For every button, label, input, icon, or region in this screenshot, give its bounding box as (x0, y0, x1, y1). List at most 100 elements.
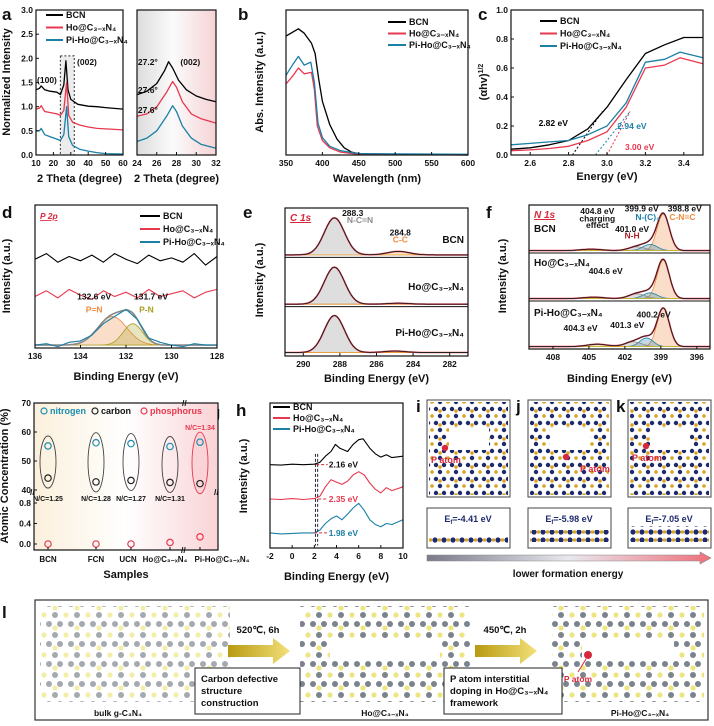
annotation: (002) (77, 57, 97, 67)
y-axis-label-superscript: 1/2 (478, 64, 485, 74)
x-tick-label: 405 (582, 352, 596, 362)
p-atom-marker (562, 453, 570, 461)
series-line-ho-c-n (510, 57, 704, 152)
legend-entry: BCN (293, 402, 313, 412)
y-axis-label: Intensity (a.u.) (497, 238, 509, 313)
annotation: P=N (86, 304, 103, 314)
panel-label-i: i (416, 397, 421, 416)
lattice-side-view (630, 526, 709, 542)
energy-symbol: E (545, 514, 551, 524)
process-description-line: P atom interstitial (450, 674, 530, 685)
series-line-ho-c-n (269, 471, 404, 501)
x-tick-label: 30 (66, 158, 76, 168)
legend-marker (140, 407, 148, 415)
series-fit-ho-c-n (529, 258, 710, 300)
y-tick-label: 1.0 (21, 102, 33, 112)
energy-symbol: E (444, 514, 450, 524)
formation-energy: Ef=-5.98 eV (545, 514, 592, 526)
p-atom-marker (642, 442, 650, 450)
annotation: 27.6° (138, 105, 159, 115)
series-line-pi-ho-c-n (34, 308, 217, 348)
x-tick-label: 8 (378, 551, 383, 561)
y-tick-label: 0.0 (496, 150, 508, 160)
x-tick-label: 10 (398, 551, 408, 561)
process-arrow (475, 638, 537, 664)
annotation: 399.9 eV (625, 203, 659, 213)
x-tick-label: 6 (356, 551, 361, 561)
spectrum-region-title: N 1s (534, 210, 556, 221)
x-tick-label: 130 (164, 351, 178, 361)
x-tick-label: 24 (132, 158, 142, 168)
series-line-ho-c-n (34, 288, 218, 300)
x-tick-label: 400 (315, 158, 329, 168)
panel-label-j: j (515, 397, 521, 416)
series-line-bcn (510, 36, 703, 150)
series-fit-bcn (285, 217, 468, 256)
x-tick-label: 32 (211, 158, 221, 168)
series-line-pi-ho-c-n (510, 51, 704, 146)
p-atom-pointer (577, 658, 587, 673)
annotation: 404.8 eV (580, 206, 614, 216)
energy-value: =-5.98 eV (553, 514, 592, 524)
annotation: 401.0 eV (615, 224, 649, 234)
annotation: 404.3 eV (564, 323, 598, 333)
defect-region (330, 640, 440, 658)
defect-region (582, 640, 674, 658)
series-fit-pi-ho-c-n (529, 307, 710, 348)
point-carbon (166, 478, 174, 487)
x-axis-label: 2 Theta (degree) (134, 173, 219, 185)
y-tick-label: 0.8 (496, 34, 508, 44)
annotation: charging (579, 213, 615, 223)
x-axis-label: Binding Energy (eV) (324, 373, 429, 385)
background-gradient (137, 10, 216, 155)
structure-label: Ho@C₃₋ₓN₄ (361, 708, 408, 718)
legend-entry: Ho@C₃₋ₓN₄ (560, 29, 610, 39)
series-data-bcn (285, 217, 468, 256)
series-line-ho-c-n (35, 81, 124, 131)
pair-ellipse (87, 432, 105, 493)
axis-break-mark: // (181, 545, 186, 555)
annotation: N-(C)₃ (635, 212, 660, 222)
x-tick-label: 450 (352, 158, 366, 168)
ratio-label: N/C=1.28 (81, 496, 111, 503)
process-description-line: construction (201, 698, 259, 709)
legend-entry: Pi-Ho@C₃₋ₓN₄ (163, 237, 225, 247)
formation-energy: Ef=-4.41 eV (444, 514, 491, 526)
process-description-line: framework (450, 698, 499, 709)
annotation: N-C=N (347, 215, 373, 225)
legend-entry: Ho@C₃₋ₓN₄ (66, 23, 116, 33)
process-condition: 450℃, 2h (484, 625, 527, 636)
panel-label-k: k (616, 397, 626, 416)
x-tick-label: FCN (88, 555, 105, 564)
point-nitrogen (196, 438, 204, 446)
x-tick-label: 136 (28, 351, 42, 361)
legend-entry: Pi-Ho@C₃₋ₓN₄ (293, 424, 355, 434)
axis-break-mark: // (30, 487, 35, 497)
x-tick-label: 50 (101, 158, 111, 168)
spectrum-region-title: P 2p (40, 211, 58, 221)
y-tick-label: 2.0 (21, 53, 33, 63)
annotation: 3.00 eV (625, 142, 655, 152)
y-axis-label: Atomic Concentration (%) (0, 408, 11, 543)
point-carbon (127, 476, 135, 485)
stack-label: Ho@C₃₋ₓN₄ (408, 282, 464, 293)
panel-label-h: h (236, 401, 246, 420)
fit-component-n-c-n (284, 217, 469, 256)
p-atom-marker (584, 651, 592, 659)
annotation: 27.2° (138, 57, 159, 67)
x-tick-label: Ho@C₃₋ₓN₄ (143, 555, 188, 564)
y-tick-label: 60 (22, 427, 32, 437)
legend-entry: BCN (409, 17, 429, 27)
y-tick-label: 0.4 (19, 519, 31, 529)
legend-entry: BCN (163, 211, 183, 221)
x-tick-label: Pi-Ho@C₃₋ₓN₄ (195, 555, 250, 564)
series-fit-bcn (529, 212, 710, 252)
x-tick-label: 60 (118, 158, 128, 168)
energy-value: =-4.41 eV (452, 514, 491, 524)
y-tick-label: 3.0 (21, 5, 33, 15)
tangent-line (595, 111, 631, 156)
y-axis-label: Intensity (a.u.) (238, 438, 250, 513)
x-tick-label: 30 (192, 158, 202, 168)
p-atom-label: P atom (564, 674, 593, 684)
x-axis-label: Binding Energy (eV) (284, 571, 389, 583)
